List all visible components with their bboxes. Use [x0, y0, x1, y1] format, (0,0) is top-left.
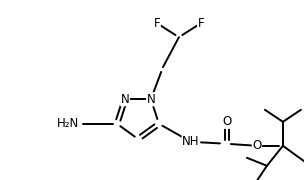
Text: N: N: [147, 93, 155, 106]
Text: O: O: [222, 115, 232, 128]
Text: H₂N: H₂N: [57, 117, 79, 130]
Text: N: N: [121, 93, 130, 106]
Text: O: O: [252, 139, 261, 152]
Text: NH: NH: [182, 135, 200, 148]
Text: F: F: [198, 17, 204, 30]
Text: F: F: [154, 17, 160, 30]
